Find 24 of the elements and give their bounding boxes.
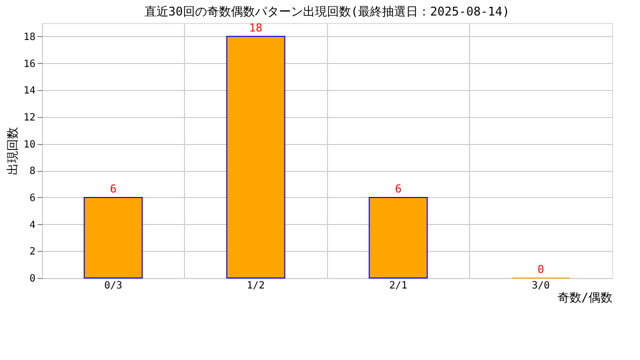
x-tick-label: 2/1 (389, 280, 408, 292)
bar (368, 196, 428, 278)
y-axis-title: 出現回数 (5, 127, 20, 175)
x-tick-label: 3/0 (532, 280, 550, 292)
x-axis-title: 奇数/偶数 (557, 290, 612, 304)
y-tick-label: 10 (23, 139, 36, 150)
chart-title: 直近30回の奇数偶数パターン出現回数(最終抽選日：2025-08-14) (144, 4, 510, 18)
bar (84, 196, 143, 278)
y-tick-label: 6 (29, 192, 36, 204)
y-tick-label: 2 (29, 246, 36, 258)
data-label: 6 (110, 182, 117, 196)
y-tick-label: 12 (23, 112, 36, 124)
data-label: 18 (249, 21, 262, 34)
data-label: 0 (537, 263, 544, 276)
y-tick-label: 16 (23, 58, 36, 70)
data-label: 6 (394, 182, 402, 196)
y-tick-label: 14 (23, 86, 36, 97)
y-tick-label: 18 (23, 32, 36, 43)
x-tick-label: 1/2 (246, 280, 265, 292)
x-tick-label: 0/3 (104, 280, 122, 292)
bar (226, 36, 286, 278)
y-tick-label: 0 (29, 274, 36, 284)
y-tick-label: 8 (29, 166, 36, 178)
y-tick-label: 4 (29, 220, 36, 231)
